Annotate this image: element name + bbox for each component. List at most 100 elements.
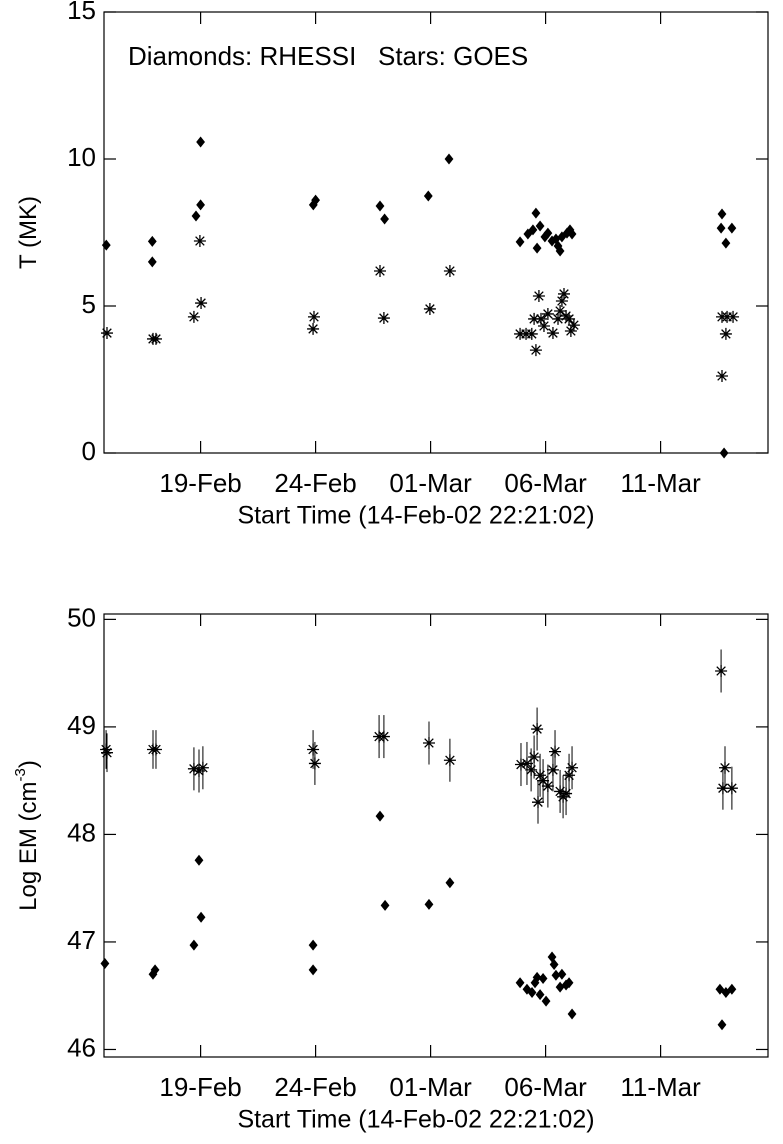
star-marker <box>554 785 567 798</box>
star-marker <box>718 761 731 774</box>
diamond-marker <box>555 245 565 257</box>
star-marker <box>563 769 576 782</box>
diamond-marker <box>147 235 157 247</box>
diamond-marker <box>147 256 157 268</box>
y-tick-label: 48 <box>67 817 96 847</box>
star-marker <box>149 743 162 756</box>
star-marker <box>537 319 550 332</box>
star-marker <box>567 319 580 332</box>
y-tick-label: 46 <box>67 1032 96 1062</box>
x-tick-label: 24-Feb <box>274 468 356 498</box>
diamond-marker <box>424 898 434 910</box>
star-marker <box>377 312 390 325</box>
star-marker <box>195 297 208 310</box>
star-marker <box>725 782 738 795</box>
x-tick-label: 06-Mar <box>504 1072 587 1102</box>
star-marker <box>537 774 550 787</box>
star-marker <box>308 757 321 770</box>
star-marker <box>187 310 200 323</box>
diamond-marker <box>101 239 111 251</box>
star-marker <box>566 761 579 774</box>
diamond-marker <box>567 1008 577 1020</box>
diamond-marker <box>727 222 737 234</box>
x-tick-label: 01-Mar <box>389 468 472 498</box>
star-marker <box>719 327 732 340</box>
plot-frame <box>103 613 769 1058</box>
star-marker <box>554 304 567 317</box>
y-axis-title-part: ) <box>15 760 42 768</box>
star-marker <box>423 302 436 315</box>
star-marker <box>716 782 729 795</box>
plot-frame <box>103 11 769 454</box>
diamond-marker <box>444 153 454 165</box>
y-tick-label: 0 <box>82 436 96 466</box>
diamond-marker <box>528 224 538 236</box>
y-axis-title-part: -3 <box>12 768 29 781</box>
diamond-marker <box>538 973 548 985</box>
diamond-marker <box>445 877 455 889</box>
star-marker <box>307 322 320 335</box>
star-marker <box>564 324 577 337</box>
y-axis-title: Log EM (cm-3) <box>12 760 42 911</box>
diamond-marker <box>532 971 542 983</box>
star-marker <box>149 332 162 345</box>
star-marker <box>546 763 559 776</box>
star-marker <box>716 369 729 382</box>
diamond-marker <box>543 227 553 239</box>
star-marker <box>532 290 545 303</box>
diamond-marker <box>541 995 551 1007</box>
star-marker <box>534 769 547 782</box>
x-tick-label: 06-Mar <box>504 468 587 498</box>
star-marker <box>715 664 728 677</box>
star-marker <box>100 743 113 756</box>
diamond-marker <box>549 959 559 971</box>
star-marker <box>529 344 542 357</box>
star-marker <box>557 287 570 300</box>
y-tick-label: 10 <box>67 142 96 172</box>
y-tick-label: 15 <box>67 0 96 25</box>
star-marker <box>531 723 544 736</box>
star-marker <box>307 310 320 323</box>
x-tick-label: 01-Mar <box>389 1072 472 1102</box>
diamond-marker <box>148 968 158 980</box>
diamond-marker <box>567 228 577 240</box>
x-tick-label: 19-Feb <box>159 1072 241 1102</box>
diamond-marker <box>551 969 561 981</box>
diamond-marker <box>727 983 737 995</box>
y-tick-label: 47 <box>67 925 96 955</box>
diamond-marker <box>308 939 318 951</box>
diamond-marker <box>719 447 729 459</box>
star-marker <box>532 796 545 809</box>
star-marker <box>377 730 390 743</box>
star-marker <box>443 265 456 278</box>
diamond-marker <box>716 222 726 234</box>
diamond-marker <box>100 957 110 969</box>
star-marker <box>193 235 206 248</box>
y-tick-label: 49 <box>67 710 96 740</box>
diamond-marker <box>532 242 542 254</box>
star-marker <box>528 312 541 325</box>
star-marker <box>373 265 386 278</box>
star-marker <box>528 751 541 764</box>
y-tick-label: 5 <box>82 289 96 319</box>
star-marker <box>422 737 435 750</box>
star-marker <box>534 312 547 325</box>
diamond-marker <box>189 939 199 951</box>
diamond-marker <box>380 899 390 911</box>
diamond-marker <box>717 208 727 220</box>
star-marker <box>555 295 568 308</box>
annotation: Diamonds: RHESSI Stars: GOES <box>128 41 528 71</box>
y-axis-title-part: Log EM (cm <box>15 781 42 910</box>
star-marker <box>525 327 538 340</box>
diamond-marker <box>196 136 205 148</box>
star-marker <box>552 312 565 325</box>
x-tick-label: 19-Feb <box>159 468 241 498</box>
diamond-marker <box>515 977 525 989</box>
diamond-marker <box>150 964 160 976</box>
diamond-marker <box>564 977 574 989</box>
star-marker <box>100 746 113 759</box>
diamond-marker <box>527 986 537 998</box>
star-marker <box>525 763 538 776</box>
